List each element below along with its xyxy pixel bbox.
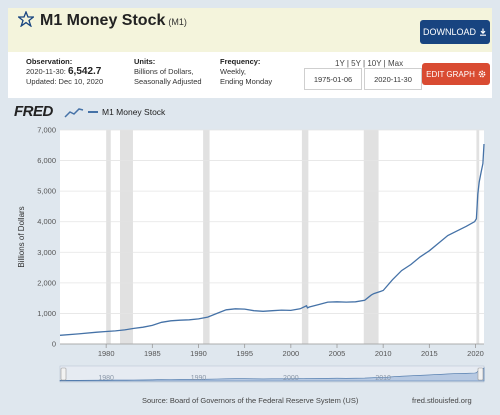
edit-graph-label: EDIT GRAPH [426,69,475,79]
chart-source: Source: Board of Governors of the Federa… [142,396,359,405]
star-outline-icon[interactable] [18,11,34,27]
observation-value: 6,542.7 [68,66,102,77]
series-header [8,8,492,52]
navigator-label-1990: 1990 [191,375,207,382]
range-link-1y[interactable]: 1Y [335,59,345,68]
legend-label: M1 Money Stock [102,107,166,117]
y-tick-label-2000: 2,000 [37,278,56,287]
frequency-line2: Ending Monday [220,77,273,86]
download-label: DOWNLOAD [422,27,476,37]
recession-band-1 [120,130,133,344]
updated-date: Updated: Dec 10, 2020 [26,77,104,86]
observation-date: 2020-11-30: [26,67,66,76]
gear-icon [478,70,486,78]
x-tick-label-2000: 2000 [282,349,299,358]
navigator-series-area [59,367,485,382]
x-tick-label-2015: 2015 [421,349,438,358]
recession-band-4 [363,130,379,344]
y-tick-label-7000: 7,000 [37,126,56,135]
navigator-right-handle[interactable] [477,367,484,381]
units-label: Units: [134,57,156,66]
range-links: 1Y | 5Y | 10Y | Max [335,59,404,68]
frequency-label: Frequency: [220,57,261,66]
y-axis-title: Billions of Dollars [17,206,26,267]
recession-band-5 [476,130,480,344]
range-link-5y[interactable]: 5Y [351,59,361,68]
frequency-line1: Weekly, [220,67,246,76]
x-tick-label-1980: 1980 [98,349,115,358]
x-tick-label-2005: 2005 [329,349,346,358]
download-button[interactable]: DOWNLOAD [420,20,490,44]
x-axis-ticks [60,343,484,348]
units-line1: Billions of Dollars, [134,67,194,76]
x-tick-label-1990: 1990 [190,349,207,358]
fred-url-link[interactable]: fred.stlouisfed.org [412,396,472,405]
series-title: M1 Money Stock [40,12,166,29]
observation-line: 2020-11-30: 6,542.7 [26,67,103,77]
frequency-block: Frequency: Weekly, Ending Monday [220,57,272,87]
y-tick-label-6000: 6,000 [37,156,56,165]
observation-block: Observation: 2020-11-30: 6,542.7 Updated… [26,57,103,87]
edit-graph-button[interactable]: EDIT GRAPH [422,63,490,85]
x-tick-label-2010: 2010 [375,349,392,358]
y-tick-label-4000: 4,000 [37,217,56,226]
navigator-label-2000: 2000 [283,375,299,382]
start-date-input[interactable]: 1975-01-06 [304,68,362,90]
navigator-label-2010: 2010 [375,375,391,382]
recession-bands [106,130,480,344]
recession-band-3 [301,130,309,344]
navigator-left-handle[interactable] [60,367,67,381]
navigator-label-1980: 1980 [98,375,114,382]
chart-legend: M1 Money Stock [88,107,165,117]
range-link-max[interactable]: Max [387,59,404,68]
x-tick-label-1995: 1995 [236,349,253,358]
navigator-labels: 1980 1990 2000 2010 [98,375,391,382]
recession-band-2 [203,130,210,344]
range-link-10y[interactable]: 10Y [367,59,382,68]
page-title: M1 Money Stock (M1) [40,12,187,30]
y-tick-label-0: 0 [52,340,56,349]
series-code: (M1) [168,17,187,27]
download-icon [480,28,486,36]
fred-logo-text: FRED [14,103,53,120]
legend-line-swatch [88,111,98,113]
x-tick-label-2020: 2020 [467,349,484,358]
y-tick-label-5000: 5,000 [37,187,56,196]
fred-logo: FRED [14,103,53,120]
fred-logo-chart-icon [64,108,84,118]
x-axis-labels: 1980 1985 1990 1995 2000 2005 2010 2015 2020 [98,349,484,358]
y-axis-labels: 0 1,000 2,000 3,000 4,000 5,000 6,000 7,000 [37,126,56,349]
observation-label: Observation: [26,57,73,66]
y-tick-label-3000: 3,000 [37,248,56,257]
end-date-input[interactable]: 2020-11-30 [364,68,422,90]
recession-band-0 [106,130,111,344]
units-block: Units: Billions of Dollars, Seasonally A… [134,57,202,87]
series-line-m1 [59,143,485,336]
x-tick-label-1985: 1985 [144,349,161,358]
units-line2: Seasonally Adjusted [134,77,202,86]
y-tick-label-1000: 1,000 [37,309,56,318]
